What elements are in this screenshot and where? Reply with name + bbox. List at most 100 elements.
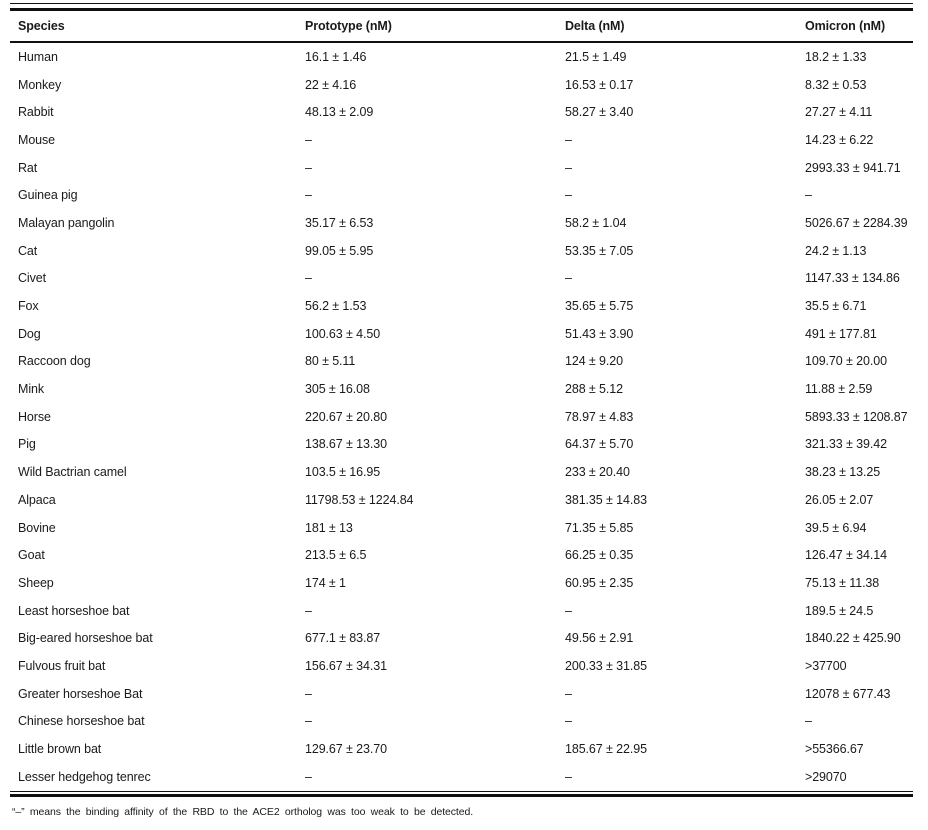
- species-cell: Goat: [18, 548, 45, 563]
- delta-value-cell: 381.35 ± 14.83: [565, 492, 647, 507]
- species-cell: Rabbit: [18, 105, 54, 120]
- delta-value-cell: 16.53 ± 0.17: [565, 77, 634, 92]
- delta-value-cell: 53.35 ± 7.05: [565, 243, 634, 258]
- column-header-omicron: Omicron (nM): [805, 19, 886, 33]
- omicron-value-cell: 1840.22 ± 425.90: [805, 631, 901, 646]
- table-bottom-thick-rule: [10, 793, 913, 797]
- species-cell: Lesser hedgehog tenrec: [18, 769, 151, 784]
- table-row: Cat 99.05 ± 5.95 53.35 ± 7.05 24.2 ± 1.1…: [10, 237, 913, 265]
- omicron-value-cell: 8.32 ± 0.53: [805, 77, 867, 92]
- prototype-value-cell: 35.17 ± 6.53: [305, 215, 374, 230]
- species-cell: Raccoon dog: [18, 354, 91, 369]
- omicron-value-cell: 35.5 ± 6.71: [805, 299, 867, 314]
- column-header-prototype: Prototype (nM): [305, 19, 392, 33]
- species-cell: Human: [18, 49, 58, 64]
- header-bottom-rule: [10, 41, 913, 43]
- table-row: Sheep 174 ± 1 60.95 ± 2.35 75.13 ± 11.38: [10, 569, 913, 597]
- omicron-value-cell: 39.5 ± 6.94: [805, 520, 867, 535]
- delta-value-cell: 58.27 ± 3.40: [565, 105, 634, 120]
- prototype-value-cell: 305 ± 16.08: [305, 382, 370, 397]
- species-cell: Alpaca: [18, 492, 56, 507]
- prototype-value-cell: –: [305, 160, 312, 175]
- species-cell: Mink: [18, 382, 44, 397]
- species-cell: Little brown bat: [18, 742, 102, 757]
- species-cell: Greater horseshoe Bat: [18, 686, 143, 701]
- prototype-value-cell: 80 ± 5.11: [305, 354, 356, 369]
- delta-value-cell: 51.43 ± 3.90: [565, 326, 634, 341]
- omicron-value-cell: 24.2 ± 1.13: [805, 243, 867, 258]
- delta-value-cell: –: [565, 188, 572, 203]
- table-row: Raccoon dog 80 ± 5.11 124 ± 9.20 109.70 …: [10, 348, 913, 376]
- delta-value-cell: 288 ± 5.12: [565, 382, 623, 397]
- table-row: Malayan pangolin 35.17 ± 6.53 58.2 ± 1.0…: [10, 209, 913, 237]
- omicron-value-cell: >29070: [805, 769, 847, 784]
- species-cell: Rat: [18, 160, 38, 175]
- table-bottom-thin-rule: [10, 790, 913, 792]
- omicron-value-cell: 38.23 ± 13.25: [805, 465, 881, 480]
- prototype-value-cell: 56.2 ± 1.53: [305, 299, 367, 314]
- table-row: Horse 220.67 ± 20.80 78.97 ± 4.83 5893.3…: [10, 403, 913, 431]
- table-row: Guinea pig – – –: [10, 181, 913, 209]
- table-footnote: “–” means the binding affinity of the RB…: [12, 805, 474, 818]
- prototype-value-cell: 156.67 ± 34.31: [305, 658, 387, 673]
- species-cell: Monkey: [18, 77, 62, 92]
- omicron-value-cell: 1147.33 ± 134.86: [805, 271, 900, 286]
- omicron-value-cell: 14.23 ± 6.22: [805, 132, 874, 147]
- table-row: Rabbit 48.13 ± 2.09 58.27 ± 3.40 27.27 ±…: [10, 98, 913, 126]
- species-cell: Fulvous fruit bat: [18, 658, 106, 673]
- prototype-value-cell: –: [305, 132, 312, 147]
- delta-value-cell: –: [565, 769, 572, 784]
- delta-value-cell: 49.56 ± 2.91: [565, 631, 634, 646]
- prototype-value-cell: 22 ± 4.16: [305, 77, 357, 92]
- prototype-value-cell: –: [305, 603, 312, 618]
- delta-value-cell: 233 ± 20.40: [565, 465, 630, 480]
- omicron-value-cell: 26.05 ± 2.07: [805, 492, 874, 507]
- prototype-value-cell: –: [305, 769, 312, 784]
- table-row: Mouse – – 14.23 ± 6.22: [10, 126, 913, 154]
- delta-value-cell: 58.2 ± 1.04: [565, 215, 627, 230]
- delta-value-cell: –: [565, 603, 572, 618]
- species-cell: Pig: [18, 437, 36, 452]
- prototype-value-cell: –: [305, 714, 312, 729]
- table-row: Human 16.1 ± 1.46 21.5 ± 1.49 18.2 ± 1.3…: [10, 43, 913, 71]
- omicron-value-cell: –: [805, 188, 812, 203]
- prototype-value-cell: 677.1 ± 83.87: [305, 631, 381, 646]
- delta-value-cell: –: [565, 714, 572, 729]
- column-header-species: Species: [18, 19, 65, 33]
- table-row: Fox 56.2 ± 1.53 35.65 ± 5.75 35.5 ± 6.71: [10, 292, 913, 320]
- species-cell: Guinea pig: [18, 188, 78, 203]
- delta-value-cell: 35.65 ± 5.75: [565, 299, 634, 314]
- delta-value-cell: –: [565, 686, 572, 701]
- species-cell: Wild Bactrian camel: [18, 465, 127, 480]
- table-row: Rat – – 2993.33 ± 941.71: [10, 154, 913, 182]
- omicron-value-cell: >37700: [805, 658, 847, 673]
- omicron-value-cell: 109.70 ± 20.00: [805, 354, 887, 369]
- omicron-value-cell: –: [805, 714, 812, 729]
- column-header-delta: Delta (nM): [565, 19, 625, 33]
- delta-value-cell: 71.35 ± 5.85: [565, 520, 634, 535]
- table-body: Human 16.1 ± 1.46 21.5 ± 1.49 18.2 ± 1.3…: [10, 43, 913, 791]
- prototype-value-cell: 138.67 ± 13.30: [305, 437, 387, 452]
- omicron-value-cell: 189.5 ± 24.5: [805, 603, 874, 618]
- prototype-value-cell: –: [305, 686, 312, 701]
- table-row: Wild Bactrian camel 103.5 ± 16.95 233 ± …: [10, 458, 913, 486]
- prototype-value-cell: 11798.53 ± 1224.84: [305, 492, 414, 507]
- delta-value-cell: 60.95 ± 2.35: [565, 575, 634, 590]
- species-cell: Chinese horseshoe bat: [18, 714, 145, 729]
- delta-value-cell: 64.37 ± 5.70: [565, 437, 634, 452]
- delta-value-cell: 185.67 ± 22.95: [565, 742, 647, 757]
- species-cell: Big-eared horseshoe bat: [18, 631, 153, 646]
- table-row: Greater horseshoe Bat – – 12078 ± 677.43: [10, 680, 913, 708]
- omicron-value-cell: 12078 ± 677.43: [805, 686, 891, 701]
- prototype-value-cell: 174 ± 1: [305, 575, 346, 590]
- table-top-thin-rule: [10, 3, 913, 4]
- table-row: Least horseshoe bat – – 189.5 ± 24.5: [10, 597, 913, 625]
- prototype-value-cell: –: [305, 188, 312, 203]
- delta-value-cell: –: [565, 271, 572, 286]
- table-row: Big-eared horseshoe bat 677.1 ± 83.87 49…: [10, 624, 913, 652]
- prototype-value-cell: 100.63 ± 4.50: [305, 326, 381, 341]
- prototype-value-cell: 103.5 ± 16.95: [305, 465, 381, 480]
- species-cell: Dog: [18, 326, 41, 341]
- omicron-value-cell: 5893.33 ± 1208.87: [805, 409, 908, 424]
- species-cell: Fox: [18, 299, 39, 314]
